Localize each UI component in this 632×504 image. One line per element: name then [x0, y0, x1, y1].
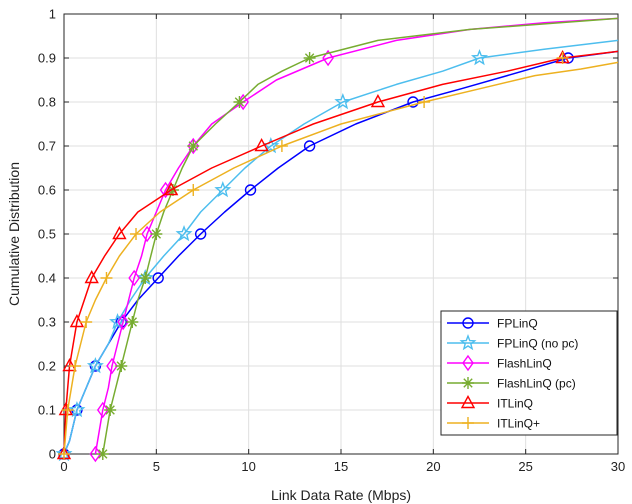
y-tick-label: 0.8 — [38, 95, 56, 110]
y-tick-label: 0 — [49, 447, 56, 462]
data-point-marker — [163, 182, 179, 196]
y-tick-label: 0.2 — [38, 359, 56, 374]
legend-marker — [462, 377, 474, 389]
y-tick-label: 0.4 — [38, 271, 56, 286]
x-tick-label: 10 — [241, 459, 255, 474]
x-tick-label: 30 — [611, 459, 625, 474]
legend-marker — [462, 317, 474, 329]
y-tick-label: 1 — [49, 7, 56, 22]
data-point-marker — [61, 404, 74, 416]
data-point-marker — [106, 357, 118, 375]
data-point-marker — [84, 270, 99, 284]
series-line — [102, 17, 619, 455]
data-point-marker — [194, 228, 207, 240]
data-point-marker — [152, 272, 164, 284]
data-point-marker — [58, 402, 74, 416]
series-4 — [56, 50, 619, 460]
y-tick-label: 0.1 — [38, 403, 56, 418]
data-point-marker — [104, 404, 117, 416]
data-point-marker — [214, 181, 232, 198]
y-tick-label: 0.5 — [38, 227, 56, 242]
data-point-marker — [141, 225, 153, 243]
data-point-marker — [128, 269, 141, 287]
y-tick-label: 0.3 — [38, 315, 56, 330]
series-5 — [58, 52, 619, 460]
legend-label: ITLinQ — [497, 397, 533, 411]
data-point-marker — [334, 93, 352, 110]
legend-box — [440, 310, 618, 436]
data-point-marker — [62, 358, 77, 372]
x-tick-label: 25 — [518, 459, 532, 474]
legend-label: FPLinQ — [497, 317, 538, 331]
data-point-marker — [69, 360, 82, 372]
y-tick-label: 0.7 — [38, 139, 56, 154]
series-line — [63, 50, 619, 455]
data-point-marker — [115, 360, 128, 372]
legend-label: FlashLinQ (pc) — [497, 377, 576, 391]
x-tick-label: 15 — [334, 459, 348, 474]
y-axis-label: Cumulative Distribution — [6, 162, 22, 306]
data-point-marker — [86, 357, 104, 374]
data-point-marker — [175, 225, 193, 242]
data-point-marker — [109, 313, 127, 330]
data-point-marker — [166, 184, 179, 196]
data-point-marker — [303, 52, 316, 64]
x-axis-label: Link Data Rate (Mbps) — [271, 487, 411, 503]
data-point-marker — [275, 140, 288, 152]
legend-label: ITLinQ+ — [497, 417, 540, 431]
data-point-marker — [126, 316, 139, 328]
data-point-marker — [89, 445, 102, 463]
data-point-marker — [117, 313, 129, 331]
data-point-marker — [96, 448, 109, 460]
data-point-marker — [68, 401, 86, 418]
data-point-marker — [322, 49, 334, 67]
data-point-marker — [130, 228, 143, 240]
legend-item: FlashLinQ — [447, 354, 552, 372]
data-point-marker — [470, 49, 489, 66]
legend-item: ITLinQ — [447, 395, 533, 411]
legend-label: FlashLinQ — [497, 357, 552, 371]
legend-item: ITLinQ+ — [447, 417, 540, 431]
data-point-marker — [370, 94, 386, 108]
data-point-marker — [418, 96, 431, 108]
y-tick-label: 0.6 — [38, 183, 56, 198]
series-layer — [55, 17, 619, 463]
data-point-marker — [233, 96, 246, 108]
series-2 — [89, 17, 619, 463]
y-tick-label: 0.9 — [38, 51, 56, 66]
legend-item: FlashLinQ (pc) — [447, 377, 576, 391]
data-point-marker — [69, 314, 85, 328]
legend-marker — [459, 334, 477, 351]
legend-item: FPLinQ (no pc) — [447, 334, 578, 351]
data-point-marker — [150, 228, 163, 240]
legend-marker — [460, 395, 476, 409]
data-point-marker — [139, 272, 152, 284]
data-point-marker — [100, 272, 113, 284]
data-point-marker — [96, 401, 109, 419]
y-axis-ticks: 0 0.1 0.2 0.3 0.4 0.5 0.6 0.7 0.8 0.9 1 — [38, 7, 618, 462]
data-point-marker — [187, 184, 200, 196]
series-line — [94, 17, 619, 455]
data-point-marker — [303, 140, 316, 152]
legend-marker — [462, 354, 474, 372]
data-point-marker — [58, 448, 70, 460]
data-point-marker — [112, 226, 127, 240]
legend-label: FPLinQ (no pc) — [497, 337, 578, 351]
data-point-marker — [556, 52, 569, 64]
data-point-marker — [254, 138, 269, 152]
series-line — [63, 39, 619, 455]
data-point-marker — [187, 140, 200, 152]
data-point-marker — [80, 316, 93, 328]
legend-item: FPLinQ — [447, 317, 538, 331]
legend: FPLinQ FPLinQ (no pc) FlashLinQ FlashLinQ (… — [440, 310, 618, 436]
legend-marker — [462, 417, 474, 429]
series-3 — [96, 17, 619, 460]
data-point-marker — [407, 96, 419, 108]
x-tick-label: 0 — [60, 459, 67, 474]
data-point-marker — [244, 184, 257, 196]
x-tick-label: 5 — [153, 459, 160, 474]
x-tick-label: 20 — [426, 459, 440, 474]
